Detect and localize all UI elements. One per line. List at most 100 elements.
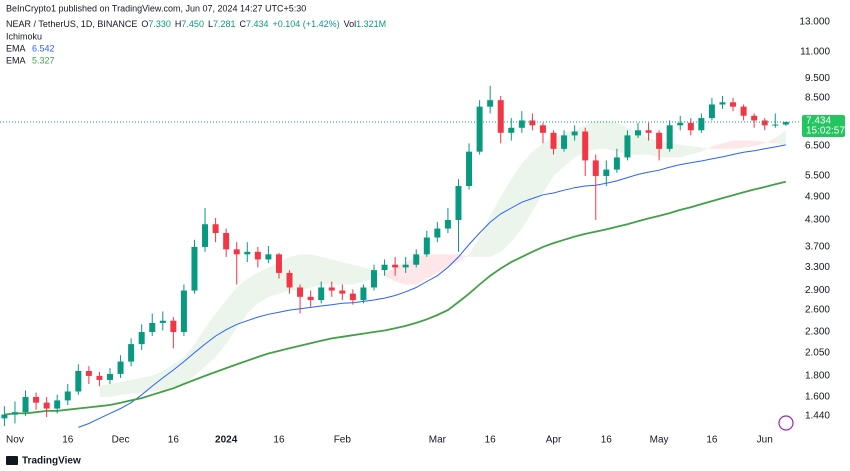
ichimoku-cloud (300, 254, 311, 291)
volume-key: Vol (344, 19, 357, 29)
candle-body (434, 228, 441, 238)
ichimoku-cloud (331, 259, 343, 285)
brand-name: TradingView (22, 456, 81, 467)
candle-body (603, 169, 610, 176)
ohlc-value: 7.281 (213, 19, 236, 29)
candle-body (117, 361, 124, 374)
y-tick-label: 9.500 (805, 73, 830, 84)
ichimoku-cloud (120, 379, 132, 395)
candle-body (107, 373, 113, 380)
ichimoku-cloud (110, 381, 121, 397)
ichimoku-cloud (342, 262, 353, 285)
legend-value: 5.327 (32, 55, 55, 65)
y-tick-label: 11.000 (800, 47, 830, 58)
candle-body (645, 130, 652, 133)
ichimoku-cloud (131, 377, 142, 394)
candle-body (508, 127, 515, 133)
ema-line (78, 144, 786, 428)
candle-body (413, 254, 420, 265)
price-tag (802, 115, 845, 138)
candle-body (191, 246, 198, 291)
ichimoku-cloud (437, 254, 448, 273)
ichimoku-cloud (595, 120, 607, 149)
candle-body (687, 122, 694, 131)
x-tick-label: 16 (485, 435, 497, 446)
x-tick-label: Nov (6, 435, 24, 446)
candle-body (761, 120, 768, 126)
candle-body (656, 132, 663, 149)
ohlc-key: C (240, 19, 247, 29)
ichimoku-cloud (152, 371, 163, 392)
ohlc-key: H (175, 19, 182, 29)
volume-value: 1.321M (356, 19, 386, 29)
y-tick-label: 4.900 (805, 191, 830, 202)
candle-body (635, 130, 641, 136)
y-tick-label: 1.800 (805, 371, 830, 382)
ichimoku-cloud (479, 215, 491, 257)
ichimoku-cloud (162, 364, 174, 391)
symbol-legend: NEAR / TetherUS, 1D, BINANCE O7.330 H7.450… (6, 19, 386, 29)
y-tick-label: 6.500 (805, 141, 830, 152)
candle-body (85, 371, 92, 376)
x-tick-label: May (650, 435, 669, 446)
candle-body (339, 290, 346, 294)
ichimoku-cloud (247, 272, 258, 314)
ichimoku-cloud (321, 256, 332, 285)
y-tick-label: 2.300 (805, 327, 830, 338)
ichimoku-cloud (173, 357, 184, 389)
candle-body (782, 122, 789, 125)
ichimoku-cloud (458, 254, 470, 263)
candle-body (349, 293, 356, 301)
x-tick-label: Jun (757, 435, 773, 446)
plot-area (1, 85, 789, 428)
candle-body (1, 414, 8, 419)
ichimoku-cloud (236, 278, 248, 329)
candle-body (444, 220, 451, 229)
candle-body (708, 104, 715, 119)
candle-body (582, 131, 589, 161)
ichimoku-cloud (226, 287, 237, 345)
candle-body (307, 296, 314, 301)
candle-body (223, 232, 230, 250)
legend-name: EMA (6, 55, 26, 65)
brand: TradingView (6, 456, 81, 467)
countdown: 15:02:57 (806, 126, 845, 137)
alert-icon[interactable] (778, 415, 794, 431)
brand-logo (6, 456, 18, 465)
ohlc-value: 7.434 (246, 19, 269, 29)
legend-value: 6.542 (32, 43, 55, 53)
candle-body (212, 224, 219, 233)
candle-body (677, 122, 684, 126)
y-tick-label: 5.500 (805, 171, 830, 182)
candle-body (360, 287, 367, 301)
candle-body (497, 100, 504, 133)
ichimoku-cloud (638, 132, 649, 155)
candle-body (233, 249, 240, 255)
candle-body (476, 106, 483, 152)
x-tick-label: Feb (334, 435, 352, 446)
candle-body (244, 251, 251, 255)
candle-body (730, 102, 737, 107)
y-tick-label: 1.600 (805, 392, 830, 403)
ichimoku-cloud (384, 267, 396, 282)
candle-body (423, 237, 430, 255)
candle-body (381, 264, 388, 271)
ohlc-key: O (141, 19, 148, 29)
publisher: BeInCrypto1 published on TradingView.com… (6, 3, 306, 13)
ema-line (4, 180, 787, 416)
ichimoku-cloud (722, 140, 734, 149)
candle-body (624, 135, 631, 158)
candle-body (43, 402, 50, 409)
ohlc-key: L (208, 19, 213, 29)
price-tag-label: 7.434 (806, 116, 831, 127)
candle-body (149, 322, 156, 333)
x-tick-label: 16 (706, 435, 718, 446)
ichimoku-cloud (743, 140, 755, 148)
candle-body (529, 120, 536, 126)
ichimoku-cloud (701, 146, 712, 152)
candle-body (75, 371, 82, 392)
ichimoku-cloud (764, 137, 776, 144)
x-tick-label: 2024 (215, 435, 238, 446)
ichimoku-cloud (215, 300, 227, 358)
